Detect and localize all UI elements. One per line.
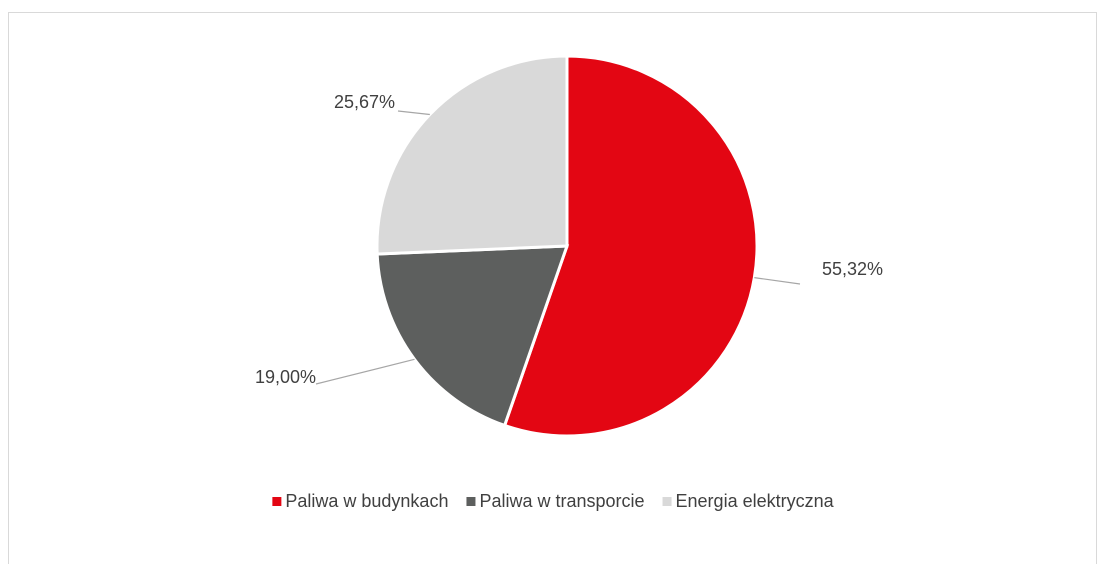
legend-label: Paliwa w transporcie — [479, 491, 644, 511]
leader-line — [397, 110, 430, 116]
pie-slice — [375, 244, 570, 428]
pie: 55,32% 19,00% 25,67% — [255, 54, 883, 438]
leader-line — [754, 277, 801, 285]
data-label: 55,32% — [822, 259, 883, 279]
data-label: 25,67% — [334, 92, 395, 112]
legend-label: Paliwa w budynkach — [285, 491, 448, 511]
legend-label: Energia elektryczna — [676, 491, 835, 511]
legend-swatch — [662, 497, 672, 506]
leader-line — [315, 358, 415, 385]
legend-swatch — [466, 497, 476, 506]
pie-slice — [375, 54, 569, 256]
data-label: 19,00% — [255, 367, 316, 387]
legend: Paliwa w budynkach Paliwa w transporcie En… — [272, 491, 835, 511]
legend-swatch — [272, 497, 282, 506]
